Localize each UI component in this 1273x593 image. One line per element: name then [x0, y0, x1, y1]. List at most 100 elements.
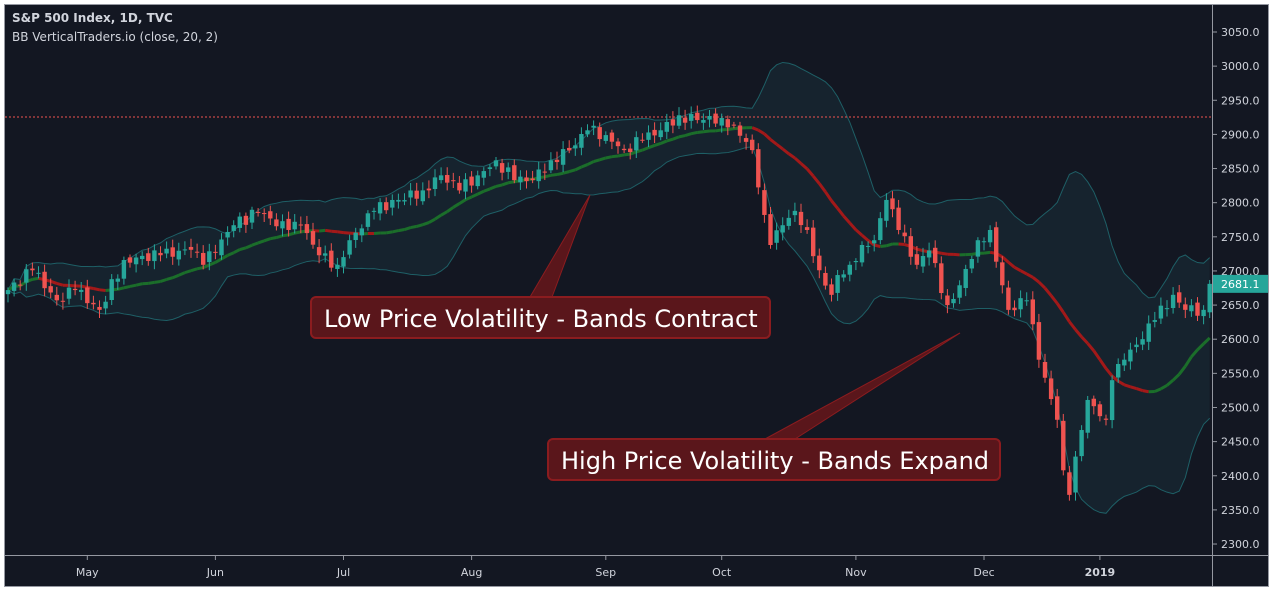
- candle-body: [1091, 398, 1096, 407]
- price-tick-label: 2650.0: [1221, 299, 1260, 312]
- candle-body: [1122, 359, 1127, 366]
- bollinger-basis-segment: [599, 156, 607, 162]
- bollinger-basis-segment: [178, 271, 186, 277]
- candle-body: [1036, 322, 1042, 360]
- candle-body: [140, 255, 145, 260]
- candle-body: [97, 306, 102, 310]
- bollinger-basis-segment: [629, 150, 637, 156]
- candle: [658, 122, 663, 141]
- candle-body: [36, 272, 41, 274]
- candle: [1042, 353, 1048, 383]
- candle-body: [689, 114, 694, 121]
- candle: [48, 278, 53, 299]
- bollinger-basis-segment: [763, 132, 772, 141]
- candle-body: [762, 190, 767, 215]
- candle: [817, 248, 822, 279]
- candle: [1116, 358, 1121, 383]
- bollinger-basis-segment: [1013, 265, 1022, 273]
- candle-body: [371, 210, 377, 212]
- candle: [310, 222, 316, 249]
- candle: [1128, 342, 1133, 370]
- candle-body: [79, 289, 84, 292]
- candle: [463, 173, 468, 200]
- bollinger-basis-segment: [623, 152, 631, 157]
- price-tick-label: 3050.0: [1221, 26, 1260, 39]
- candle: [615, 138, 621, 154]
- candle-body: [1085, 399, 1090, 433]
- candle: [597, 122, 602, 147]
- candle: [676, 107, 682, 129]
- candle-body: [1109, 380, 1115, 421]
- candle: [969, 255, 974, 274]
- bollinger-basis-segment: [793, 156, 803, 165]
- bollinger-basis-segment: [208, 261, 216, 267]
- candle-body: [634, 137, 639, 151]
- bollinger-basis-segment: [117, 286, 125, 291]
- candle: [853, 258, 859, 271]
- bollinger-basis-segment: [422, 221, 430, 227]
- candle-body: [1067, 472, 1072, 495]
- candle: [725, 115, 730, 136]
- candle-body: [829, 284, 834, 295]
- candle: [133, 253, 139, 273]
- candle-body: [347, 240, 352, 255]
- candle-body: [329, 250, 334, 268]
- candle-body: [1024, 300, 1029, 302]
- bollinger-basis-segment: [398, 228, 405, 233]
- price-tick-label: 2750.0: [1221, 231, 1260, 244]
- candle: [432, 169, 438, 197]
- candle-body: [170, 247, 175, 257]
- candle-body: [469, 176, 474, 186]
- bollinger-basis-segment: [440, 210, 448, 217]
- candle-body: [11, 282, 17, 291]
- candle: [127, 254, 133, 268]
- bollinger-band-fill: [8, 62, 1210, 514]
- candle: [1152, 311, 1157, 328]
- candle: [530, 170, 535, 184]
- candle-body: [1134, 344, 1139, 348]
- candle: [438, 167, 444, 184]
- candle: [798, 203, 804, 233]
- candle: [548, 152, 554, 174]
- candle-body: [176, 250, 181, 260]
- candle-body: [377, 202, 383, 214]
- candle: [481, 167, 486, 186]
- bollinger-basis-segment: [898, 242, 905, 247]
- candle: [54, 286, 59, 306]
- candle-body: [1103, 418, 1109, 420]
- indicator-legend[interactable]: BB VerticalTraders.io (close, 20, 2): [12, 30, 218, 44]
- candle: [121, 256, 127, 285]
- candle-body: [426, 188, 432, 191]
- candle-body: [731, 124, 737, 126]
- bollinger-basis-segment: [464, 195, 473, 202]
- candle-body: [652, 129, 657, 136]
- candle-body: [1164, 308, 1170, 310]
- candle: [914, 246, 920, 270]
- candle-body: [249, 209, 255, 223]
- bollinger-basis-segment: [1025, 272, 1034, 279]
- candle-body: [896, 207, 901, 230]
- candle: [140, 251, 145, 266]
- candle: [384, 197, 389, 214]
- candle-body: [304, 224, 310, 234]
- candle-body: [792, 210, 798, 216]
- bollinger-basis-segment: [562, 170, 570, 175]
- candle: [872, 234, 877, 252]
- candle: [926, 242, 932, 266]
- bollinger-basis-segment: [605, 155, 613, 160]
- candle: [115, 274, 120, 290]
- candle: [1073, 450, 1078, 501]
- time-tick-label: Sep: [595, 566, 616, 579]
- candle: [280, 214, 285, 237]
- bollinger-basis-segment: [172, 273, 180, 280]
- bollinger-basis-segment: [1160, 384, 1168, 391]
- bollinger-basis-segment: [489, 185, 497, 191]
- candle: [451, 172, 456, 189]
- candle: [194, 243, 200, 258]
- candle-body: [499, 163, 505, 173]
- candle-body: [85, 287, 90, 304]
- candle: [390, 194, 395, 216]
- candle: [865, 241, 871, 254]
- candle-body: [969, 258, 974, 269]
